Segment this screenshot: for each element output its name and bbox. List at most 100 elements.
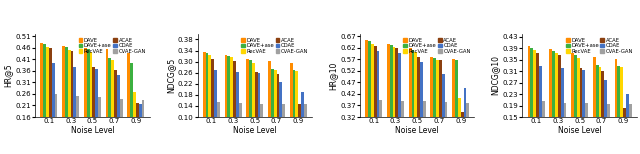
Bar	[431, 57, 433, 154]
Bar	[371, 44, 374, 154]
Bar	[62, 46, 65, 154]
Bar	[409, 48, 412, 154]
Bar	[280, 82, 282, 145]
Bar	[65, 47, 68, 154]
Bar	[527, 46, 531, 154]
Bar	[439, 60, 442, 154]
Bar	[607, 104, 610, 154]
Bar	[467, 103, 469, 154]
Bar	[561, 68, 563, 154]
Bar	[233, 61, 236, 145]
Bar	[298, 104, 301, 145]
Bar	[236, 72, 239, 145]
Bar	[414, 52, 417, 154]
Title: (a) HR@5: (a) HR@5	[74, 153, 111, 154]
Bar	[276, 74, 280, 145]
Bar	[74, 67, 76, 154]
Bar	[130, 63, 133, 154]
Bar	[95, 69, 98, 154]
Bar	[392, 47, 396, 154]
Bar	[623, 108, 626, 154]
Bar	[580, 68, 582, 154]
Bar	[598, 67, 602, 154]
Bar	[374, 46, 376, 154]
Bar	[84, 48, 87, 154]
Bar	[368, 41, 371, 154]
Bar	[282, 104, 285, 145]
Bar	[433, 58, 436, 154]
Bar	[593, 57, 596, 154]
Bar	[461, 112, 463, 154]
Bar	[452, 59, 455, 154]
Bar	[90, 52, 92, 154]
Bar	[225, 55, 227, 145]
Bar	[258, 73, 260, 145]
Bar	[141, 100, 145, 154]
Bar	[555, 53, 558, 154]
Bar	[542, 101, 545, 154]
Bar	[68, 50, 70, 154]
Bar	[87, 49, 90, 154]
Bar	[301, 92, 304, 145]
Bar	[252, 63, 255, 145]
Bar	[614, 59, 618, 154]
Y-axis label: NDCG@5: NDCG@5	[166, 58, 175, 93]
Bar	[552, 51, 555, 154]
Bar	[271, 69, 274, 145]
Bar	[396, 48, 398, 154]
Bar	[290, 63, 292, 145]
Bar	[380, 100, 382, 154]
Bar	[106, 49, 109, 154]
Y-axis label: NDCG@10: NDCG@10	[491, 55, 500, 95]
Bar	[458, 98, 461, 154]
Bar	[117, 75, 120, 154]
Bar	[44, 44, 46, 154]
Bar	[390, 45, 392, 154]
Title: (b) NDCG@5: (b) NDCG@5	[230, 153, 279, 154]
Bar	[111, 60, 114, 154]
Bar	[387, 44, 390, 154]
Bar	[296, 71, 298, 145]
Title: (d) NDCG@10: (d) NDCG@10	[553, 153, 606, 154]
Bar	[455, 61, 458, 154]
Y-axis label: HR@10: HR@10	[328, 61, 337, 90]
Bar	[549, 49, 552, 154]
Bar	[49, 48, 52, 154]
Bar	[40, 43, 44, 154]
Bar	[203, 52, 205, 145]
Bar	[209, 55, 211, 145]
Bar	[531, 48, 533, 154]
Bar	[596, 65, 598, 154]
Bar	[120, 99, 123, 154]
Bar	[618, 66, 620, 154]
X-axis label: Noise Level: Noise Level	[557, 126, 602, 135]
Legend: DAVE, DAVE+ase, RecVAE, ACAE, CDAE, CVAE-GAN: DAVE, DAVE+ase, RecVAE, ACAE, CDAE, CVAE…	[240, 36, 309, 55]
Title: (c) HR@10: (c) HR@10	[397, 153, 438, 154]
Bar	[574, 55, 577, 154]
Legend: DAVE, DAVE+ase, RecVAE, ACAE, CDAE, CVAE-GAN: DAVE, DAVE+ase, RecVAE, ACAE, CDAE, CVAE…	[403, 36, 472, 55]
Bar	[230, 57, 233, 145]
Bar	[255, 72, 258, 145]
Bar	[139, 104, 141, 154]
Bar	[539, 66, 542, 154]
Y-axis label: HR@5: HR@5	[3, 64, 13, 87]
Bar	[436, 60, 439, 154]
Bar	[604, 80, 607, 154]
Legend: DAVE, DAVE+ase, RecVAE, ACAE, CDAE, CVAE-GAN: DAVE, DAVE+ase, RecVAE, ACAE, CDAE, CVAE…	[564, 36, 634, 55]
X-axis label: Noise Level: Noise Level	[396, 126, 439, 135]
Bar	[563, 103, 566, 154]
Bar	[582, 70, 585, 154]
Bar	[249, 60, 252, 145]
Bar	[136, 103, 139, 154]
Bar	[558, 55, 561, 154]
Bar	[533, 50, 536, 154]
Bar	[76, 96, 79, 154]
Bar	[98, 97, 101, 154]
Bar	[365, 40, 368, 154]
Bar	[292, 71, 296, 145]
X-axis label: Noise Level: Noise Level	[70, 126, 115, 135]
Bar	[52, 63, 54, 154]
Bar	[54, 94, 58, 154]
Bar	[626, 93, 628, 154]
Bar	[260, 104, 263, 145]
